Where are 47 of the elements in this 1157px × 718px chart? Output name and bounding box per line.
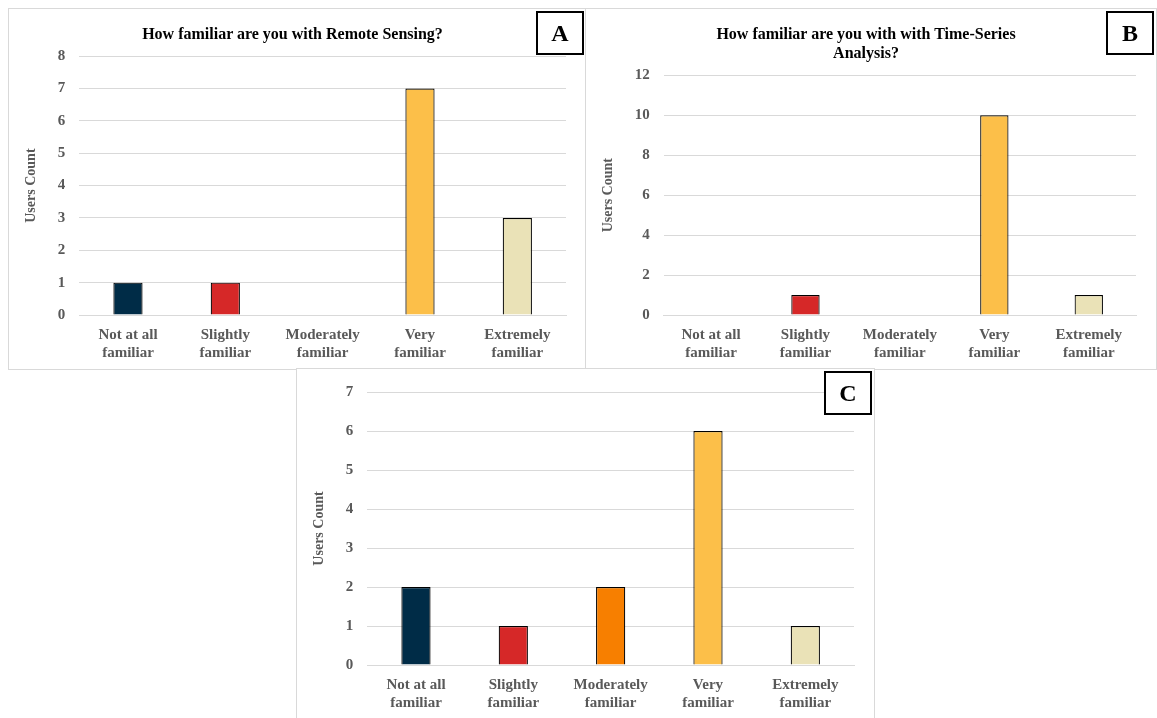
- x-tick-label: Not at all familiar: [98, 325, 158, 360]
- y-tick-label: 5: [345, 460, 354, 477]
- y-tick-label: 4: [57, 176, 66, 193]
- y-tick-label: 5: [57, 144, 66, 161]
- y-tick-label: 8: [642, 146, 650, 163]
- y-tick-label: 2: [345, 577, 354, 594]
- text: A: [536, 11, 584, 55]
- y-tick-label: 6: [642, 186, 651, 203]
- y-tick-label: 3: [57, 208, 66, 225]
- x-tick-label: Not at all familiar: [386, 675, 446, 710]
- x-tick-label: Moderately familiar: [573, 675, 649, 710]
- y-tick-label: 10: [634, 106, 650, 123]
- y-tick-label: 2: [642, 265, 650, 282]
- x-tick-label: Slightly familiar: [199, 325, 252, 360]
- x-tick-label: Extremely familiar: [1055, 325, 1123, 360]
- y-tick-label: 7: [345, 382, 354, 399]
- x-tick-label: Moderately familiar: [285, 325, 361, 360]
- y-tick-label: 8: [57, 47, 66, 64]
- annotation: C: [824, 371, 872, 415]
- y-tick-label: 4: [345, 499, 354, 516]
- y-axis-title: Users Count: [311, 491, 327, 566]
- text: B: [1106, 11, 1154, 55]
- chart-title: How familiar are you with with Time-Series Analysis?: [716, 24, 1016, 62]
- x-tick-label: Extremely familiar: [772, 675, 840, 710]
- y-tick-label: 6: [345, 421, 354, 438]
- x-tick-label: Extremely familiar: [484, 325, 552, 360]
- y-tick-label: 7: [57, 79, 66, 96]
- y-tick-label: 3: [345, 538, 354, 555]
- x-tick-label: Very familiar: [968, 325, 1021, 360]
- y-tick-label: 0: [642, 305, 650, 322]
- x-tick-label: Not at all familiar: [681, 325, 741, 360]
- x-tick-label: Slightly familiar: [779, 325, 832, 360]
- chart-title: How familiar are you with Remote Sensing?: [142, 24, 443, 43]
- y-tick-label: 4: [642, 226, 651, 243]
- x-tick-label: Slightly familiar: [487, 675, 540, 710]
- y-axis-title: Users Count: [23, 148, 39, 223]
- y-tick-label: 0: [345, 655, 354, 672]
- y-tick-label: 0: [57, 305, 66, 322]
- y-tick-label: 6: [57, 111, 66, 128]
- x-tick-label: Very familiar: [394, 325, 447, 360]
- y-axis-title: Users Count: [600, 157, 616, 233]
- y-tick-label: 12: [634, 66, 650, 83]
- x-tick-label: Very familiar: [682, 675, 735, 710]
- y-tick-label: 2: [57, 241, 66, 258]
- y-tick-label: 1: [345, 616, 354, 633]
- x-tick-label: Moderately familiar: [862, 325, 938, 360]
- y-tick-label: 1: [57, 273, 66, 290]
